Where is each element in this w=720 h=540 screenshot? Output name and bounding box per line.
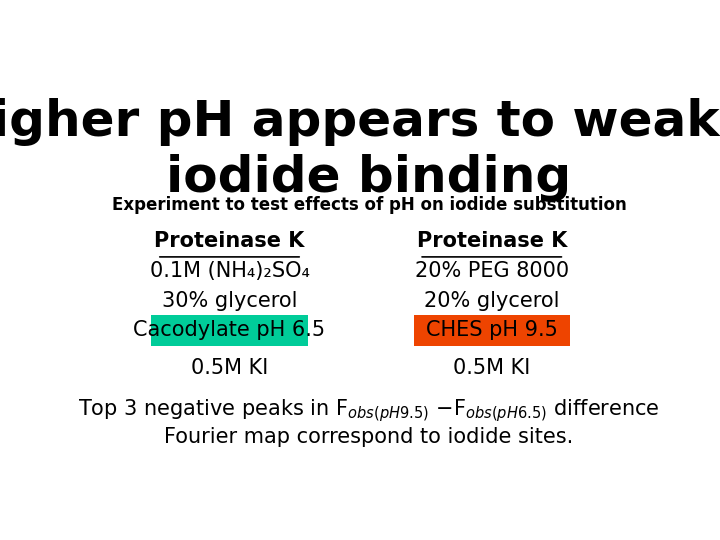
Text: 20% glycerol: 20% glycerol — [424, 291, 559, 311]
Text: 0.5M KI: 0.5M KI — [453, 359, 531, 379]
Text: 0.1M (NH₄)₂SO₄: 0.1M (NH₄)₂SO₄ — [150, 261, 310, 281]
Text: 30% glycerol: 30% glycerol — [162, 291, 297, 311]
Text: Cacodylate pH 6.5: Cacodylate pH 6.5 — [133, 320, 325, 340]
FancyBboxPatch shape — [413, 315, 570, 346]
FancyBboxPatch shape — [151, 315, 307, 346]
Text: 20% PEG 8000: 20% PEG 8000 — [415, 261, 569, 281]
Text: Top 3 negative peaks in $\mathdefault{F}_{obs(pH9.5)}$ $-\mathdefault{F}_{obs(pH: Top 3 negative peaks in $\mathdefault{F}… — [78, 397, 660, 424]
Text: Experiment to test effects of pH on iodide substitution: Experiment to test effects of pH on iodi… — [112, 196, 626, 214]
Text: Proteinase K: Proteinase K — [417, 231, 567, 251]
Text: CHES pH 9.5: CHES pH 9.5 — [426, 320, 558, 340]
Text: Proteinase K: Proteinase K — [154, 231, 305, 251]
Text: 0.5M KI: 0.5M KI — [191, 359, 268, 379]
Text: Higher pH appears to weaken
iodide binding: Higher pH appears to weaken iodide bindi… — [0, 98, 720, 201]
Text: Fourier map correspond to iodide sites.: Fourier map correspond to iodide sites. — [164, 427, 574, 447]
